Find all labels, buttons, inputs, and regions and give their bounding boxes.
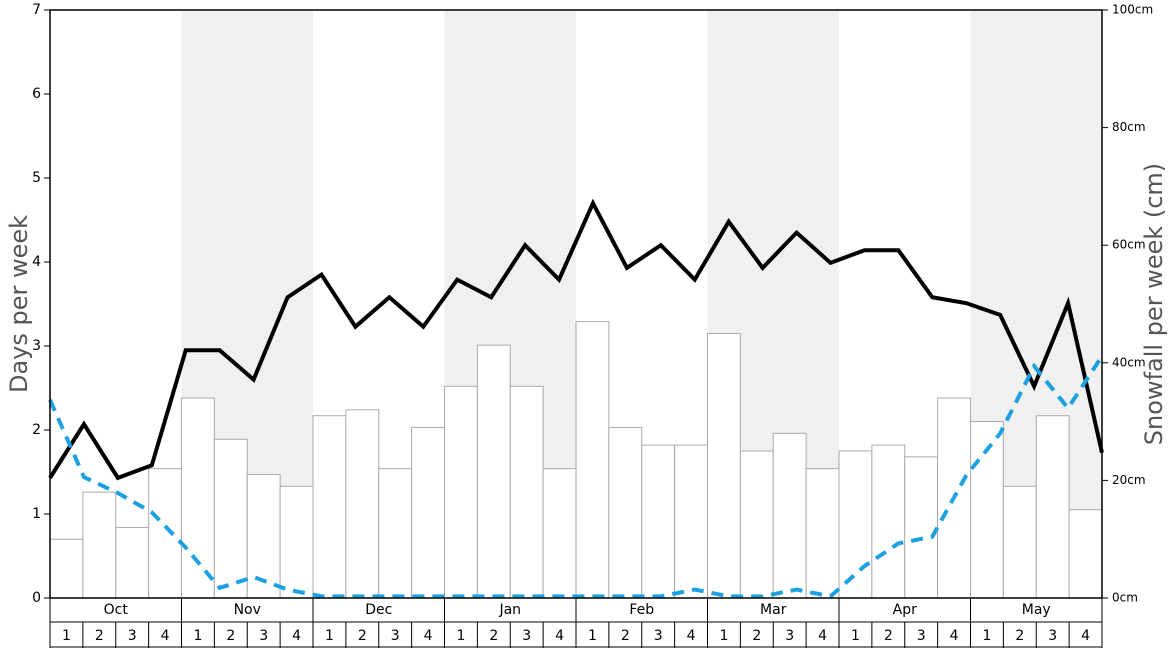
x-tick-label: 3 — [128, 628, 137, 644]
bar — [181, 397, 215, 599]
x-tick-label: 1 — [456, 628, 465, 644]
x-tick-label: 3 — [391, 628, 400, 644]
bar — [115, 526, 150, 599]
x-tick-label: 4 — [292, 628, 301, 644]
bar — [49, 538, 84, 599]
y-tick-label: 5 — [32, 170, 41, 186]
bar — [871, 444, 906, 599]
bar — [772, 432, 807, 599]
month-label: Nov — [234, 602, 261, 618]
bar — [378, 468, 413, 599]
y-axis-title: Days per week — [5, 215, 33, 393]
x-tick-label: 2 — [489, 628, 498, 644]
x-tick-label: 4 — [687, 628, 696, 644]
bar — [674, 444, 708, 599]
bar — [707, 332, 741, 599]
bar — [213, 438, 248, 599]
x-tick-label: 2 — [226, 628, 235, 644]
x-tick-label: 1 — [982, 628, 991, 644]
month-label: Dec — [365, 602, 392, 618]
y-tick-label: 4 — [32, 254, 41, 270]
x-tick-label: 4 — [1081, 628, 1090, 644]
bar — [345, 409, 380, 599]
x-tick-label: 3 — [1048, 628, 1057, 644]
month-label: Mar — [760, 602, 787, 618]
x-tick-label: 3 — [785, 628, 794, 644]
x-tick-label: 4 — [818, 628, 827, 644]
month-label: Feb — [629, 602, 654, 618]
bar — [1002, 485, 1037, 599]
y2-tick-label: 100cm — [1112, 3, 1153, 17]
month-label: May — [1022, 602, 1051, 618]
bar — [312, 415, 347, 599]
bar — [1068, 509, 1103, 599]
x-tick-label: 4 — [424, 628, 433, 644]
x-tick-label: 2 — [752, 628, 761, 644]
y-tick-label: 3 — [32, 338, 41, 354]
x-tick-label: 2 — [1015, 628, 1024, 644]
x-tick-label: 1 — [719, 628, 728, 644]
y-tick-label: 0 — [32, 590, 41, 606]
bar — [805, 468, 840, 599]
x-tick-label: 3 — [654, 628, 663, 644]
bar — [542, 468, 577, 599]
x-tick-label: 2 — [884, 628, 893, 644]
y2-tick-label: 0cm — [1112, 591, 1138, 605]
x-tick-label: 2 — [95, 628, 104, 644]
bar — [1035, 415, 1070, 599]
x-tick-label: 1 — [588, 628, 597, 644]
month-label: Oct — [104, 602, 129, 618]
bar — [575, 321, 610, 599]
bar — [904, 456, 939, 599]
bar — [444, 385, 478, 599]
bar — [838, 450, 873, 599]
x-tick-label: 1 — [325, 628, 334, 644]
x-tick-label: 1 — [62, 628, 71, 644]
month-label: Jan — [498, 602, 521, 618]
line-series — [48, 198, 1104, 481]
bar — [608, 426, 643, 599]
y2-tick-label: 60cm — [1112, 238, 1146, 252]
bar — [148, 468, 182, 599]
bar — [82, 491, 117, 599]
y2-tick-label: 80cm — [1112, 120, 1146, 134]
bar — [739, 450, 774, 599]
month-label: Apr — [893, 602, 917, 618]
y-tick-label: 2 — [32, 422, 41, 438]
bar — [476, 344, 511, 599]
y-tick-label: 6 — [32, 86, 41, 102]
bar — [509, 385, 544, 599]
x-tick-label: 1 — [851, 628, 860, 644]
x-tick-label: 4 — [161, 628, 170, 644]
x-tick-label: 1 — [193, 628, 202, 644]
y2-tick-label: 40cm — [1112, 355, 1146, 369]
y2-tick-label: 20cm — [1112, 473, 1146, 487]
x-tick-label: 4 — [950, 628, 959, 644]
bar — [411, 426, 445, 599]
x-tick-label: 2 — [358, 628, 367, 644]
bar — [641, 444, 676, 599]
y2-axis-title: Snowfall per week (cm) — [1140, 163, 1168, 445]
x-tick-label: 4 — [555, 628, 564, 644]
bar — [279, 485, 314, 599]
y-tick-label: 1 — [32, 506, 41, 522]
x-tick-label: 2 — [621, 628, 630, 644]
y-tick-label: 7 — [32, 2, 41, 18]
x-tick-label: 3 — [259, 628, 268, 644]
x-tick-label: 3 — [917, 628, 926, 644]
line-series — [48, 354, 1104, 599]
bar — [246, 474, 281, 599]
x-tick-label: 3 — [522, 628, 531, 644]
